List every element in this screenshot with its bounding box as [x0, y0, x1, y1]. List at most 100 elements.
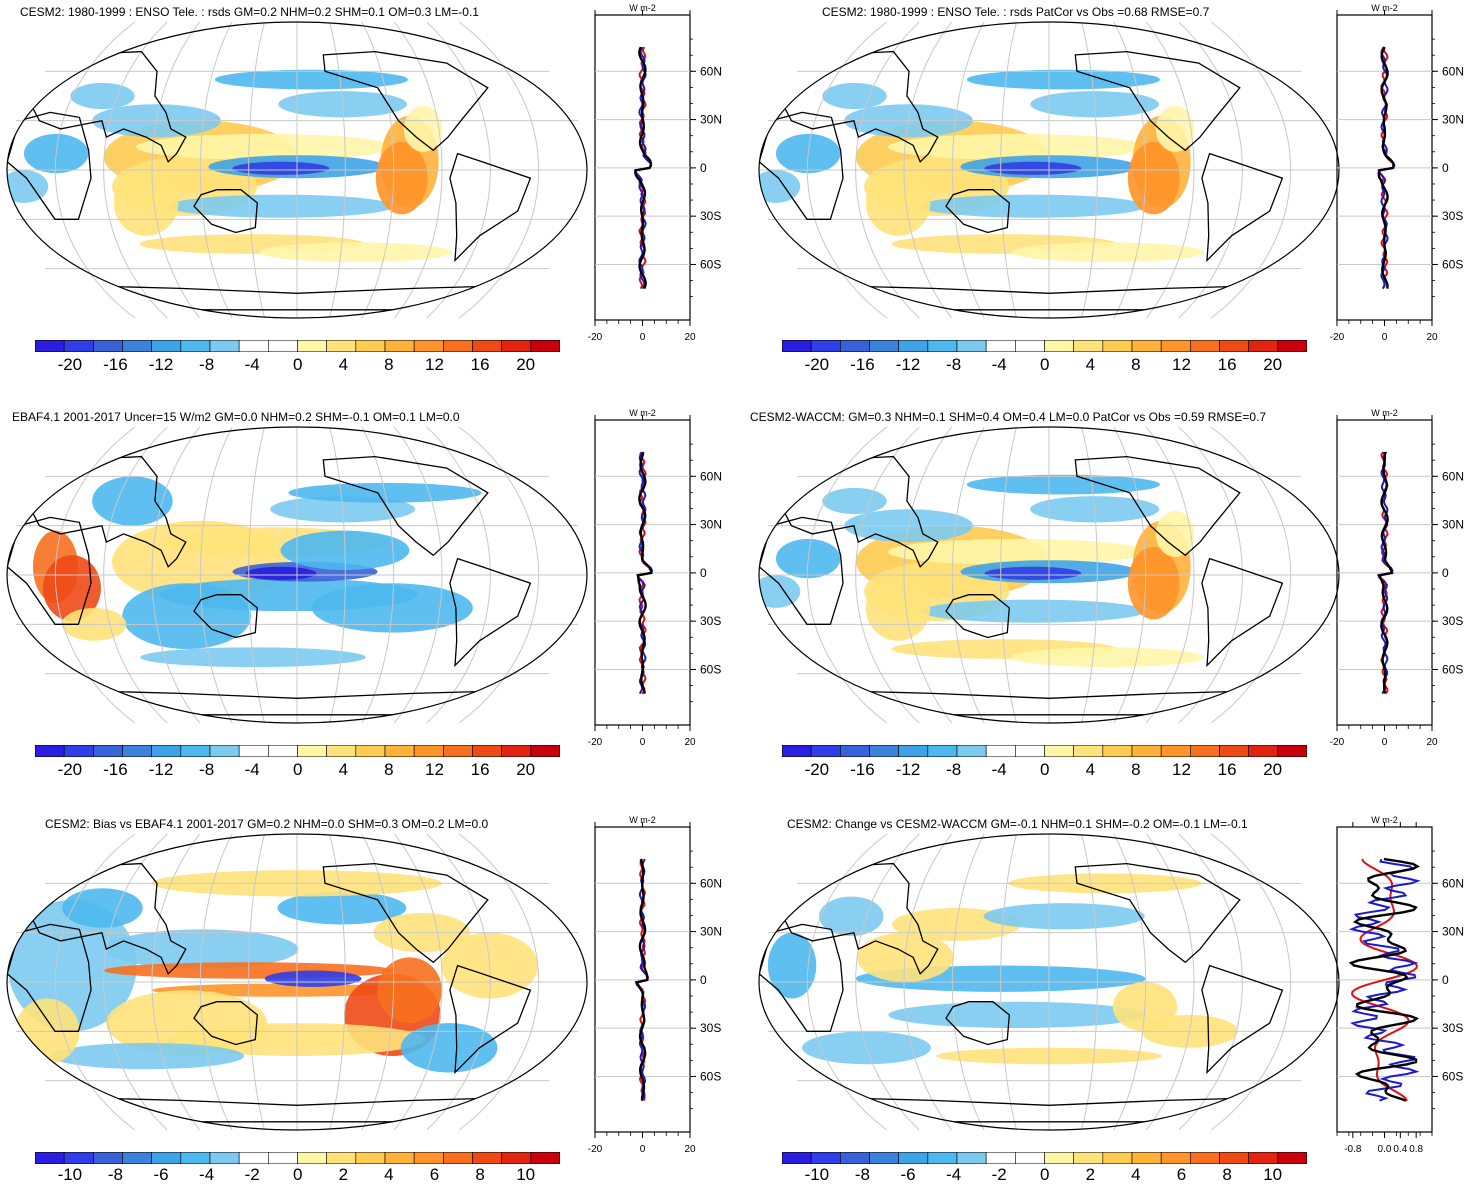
profile-xtick-label: -20: [588, 1144, 603, 1155]
anomaly-blob: [759, 170, 801, 203]
colorbar-tick-label: -8: [946, 760, 962, 779]
colorbar-tick-label: 12: [1172, 355, 1191, 374]
colorbar-swatch: [238, 1152, 269, 1164]
colorbar-tick-label: -8: [199, 355, 215, 374]
profile-lat-label: 30N: [700, 925, 722, 939]
colorbar-swatch: [869, 1152, 899, 1164]
colorbar-tick-label: -20: [804, 760, 830, 779]
colorbar-tick-label: 8: [475, 1165, 485, 1184]
panel-title: CESM2-WACCM: GM=0.3 NHM=0.1 SHM=0.4 OM=0…: [750, 410, 1267, 424]
longitude-line: [151, 21, 201, 319]
anomaly-blob: [819, 896, 884, 936]
profile-xtick-label: 0: [640, 737, 646, 748]
profile-unit-label: W m-2: [1371, 815, 1398, 825]
profile-line-third: [637, 451, 653, 694]
coastline: [759, 923, 844, 1032]
colorbar-swatch: [956, 340, 987, 352]
colorbar-tick-label: -4: [244, 355, 260, 374]
colorbar-swatch: [1131, 340, 1162, 352]
longitude-line: [1080, 833, 1098, 1131]
longitude-line: [426, 426, 491, 724]
colorbar-swatch: [1102, 1152, 1133, 1164]
map-border: [6, 833, 588, 1131]
colorbar-swatch: [355, 745, 386, 757]
longitude-line: [426, 21, 491, 319]
colorbar-tick-label: 20: [1263, 355, 1283, 374]
colorbar-swatch: [956, 745, 987, 757]
profile-unit-label: W m-2: [629, 3, 656, 13]
anomaly-blob: [245, 566, 317, 580]
profile-xtick-label: -0.8: [1344, 1144, 1362, 1155]
coastline: [449, 152, 532, 263]
colorbar-swatch: [326, 745, 357, 757]
colorbar-swatch: [927, 745, 958, 757]
colorbar-swatch: [782, 1152, 812, 1164]
anomaly-blob: [214, 69, 409, 90]
longitude-line: [54, 833, 136, 1131]
colorbar-swatch: [927, 1152, 958, 1164]
colorbar-swatch: [898, 1152, 929, 1164]
colorbar-labels: -20 -16 -12 -8 -4 0 4 8 12 16 20: [782, 760, 1307, 782]
colorbar-tick-label: 8: [1131, 355, 1141, 374]
anomaly-blob: [1155, 105, 1195, 152]
colorbar-swatch: [384, 745, 415, 757]
longitude-line: [1113, 833, 1147, 1131]
longitude-line: [328, 833, 346, 1131]
colorbar-tick-label: 6: [1176, 1165, 1187, 1184]
profile-lat-label: 0: [700, 973, 707, 987]
colorbar-swatch: [63, 1152, 94, 1164]
zonal-mean-profile: 60N 30N 0 30S 60S -20 0 20 W m-2: [1330, 3, 1464, 343]
profile-lat-label: 30S: [1442, 209, 1463, 223]
colorbar-swatch: [472, 745, 502, 757]
colorbar-tick-label: 0: [293, 1165, 303, 1184]
profile-xtick-label: 0.4: [1393, 1144, 1407, 1155]
colorbar-tick-label: 0: [1040, 760, 1050, 779]
coastline: [945, 594, 1010, 639]
coastline: [1074, 455, 1241, 557]
anomaly-blob: [920, 194, 1146, 218]
coastline: [30, 862, 187, 975]
coastline: [322, 50, 489, 152]
colorbar-tick-label: -20: [804, 355, 830, 374]
colorbar-swatch: [1277, 745, 1307, 757]
zonal-mean-profile: 60N 30N 0 30S 60S -20 0 20 W m-2: [588, 408, 722, 748]
colorbar-swatch: [501, 1152, 532, 1164]
anomaly-blob: [1011, 647, 1205, 668]
longitude-line: [1145, 426, 1195, 724]
zonal-mean-profile: 60N 30N 0 30S 60S -0.8 0.0 0.4 0.8 W m-2: [1336, 815, 1464, 1155]
colorbar-tick-label: 8: [1131, 760, 1141, 779]
colorbar: [782, 340, 1307, 352]
graticule: [7, 426, 587, 724]
profile-xtick-label: 0.8: [1409, 1144, 1423, 1155]
longitude-line: [54, 426, 136, 724]
profile-lat-label: 30N: [1442, 113, 1464, 127]
colorbar-swatch: [151, 340, 182, 352]
colorbar-swatch: [209, 745, 240, 757]
coastline: [759, 516, 844, 625]
colorbar: [35, 340, 560, 352]
profile-xtick-label: -20: [1330, 332, 1345, 343]
colorbar-tick-label: 12: [425, 760, 444, 779]
colorbar: [782, 745, 1307, 757]
anomaly-blob: [865, 170, 931, 236]
profile-lat-label: 60S: [1442, 257, 1463, 271]
coastline: [449, 964, 532, 1075]
longitude-line: [393, 833, 443, 1131]
colorbar-tick-label: 4: [1131, 1165, 1141, 1184]
anomaly-blob: [822, 82, 887, 110]
colorbar-swatch: [898, 745, 929, 757]
colorbar-swatch: [209, 340, 240, 352]
colorbar-tick-label: 0: [1040, 355, 1050, 374]
colorbar-swatch: [898, 340, 929, 352]
colorbar-swatch: [297, 1152, 327, 1164]
colorbar-tick-label: 20: [516, 760, 536, 779]
colorbar-tick-label: 20: [516, 355, 536, 374]
coastline: [7, 111, 92, 220]
profile-unit-label: W m-2: [629, 815, 656, 825]
colorbar-swatch: [1102, 340, 1133, 352]
colorbar-swatch: [1015, 1152, 1045, 1164]
longitude-line: [103, 833, 168, 1131]
colorbar-swatch: [501, 745, 532, 757]
coastline: [1074, 862, 1241, 964]
anomaly-blob: [113, 170, 179, 236]
